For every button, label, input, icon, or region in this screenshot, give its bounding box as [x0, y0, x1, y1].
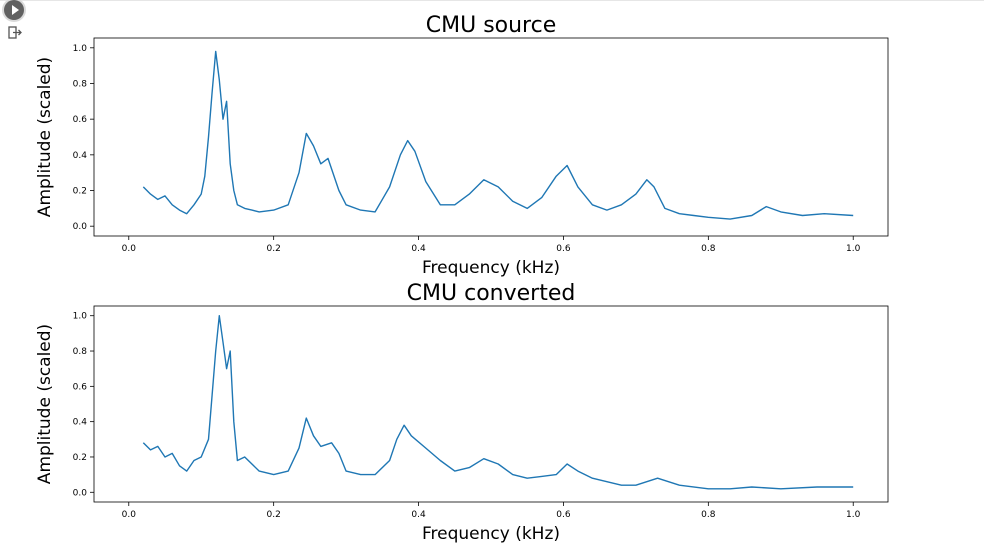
- chart-1: CMU source 0.0 0.2 0.4 0.6 0.8 1.0 0.0 0.2 0.4 0.6…: [35, 13, 889, 278]
- y-tick-label: 0.8: [73, 79, 88, 89]
- y-tick-label: 0.4: [73, 151, 88, 161]
- plot-frame: [93, 305, 889, 503]
- chart-2: CMU converted 0.0 0.2 0.4 0.6 0.8 1.0 0.0 0.2 0.4…: [35, 281, 889, 544]
- plot-frame: [93, 37, 889, 237]
- cell-top-divider: [0, 0, 984, 1]
- y-tick-label: 0.6: [73, 382, 88, 392]
- y-tick-label: 0.4: [73, 418, 88, 428]
- cell-output-figure: CMU source 0.0 0.2 0.4 0.6 0.8 1.0 0.0 0.2 0.4 0.6…: [35, 13, 889, 544]
- x-tick-label: 1.0: [846, 510, 861, 520]
- x-tick-label: 0.2: [267, 244, 281, 254]
- x-tick-label: 0.6: [556, 244, 571, 254]
- series-line: [142, 50, 854, 220]
- x-tick-label: 0.8: [701, 244, 716, 254]
- x-tick-label: 0.6: [556, 510, 571, 520]
- y-tick-label: 1.0: [73, 44, 88, 54]
- x-tick-label: 0.4: [411, 244, 426, 254]
- x-tick-label: 0.0: [122, 510, 137, 520]
- y-tick-label: 0.2: [73, 187, 87, 197]
- y-tick-label: 1.0: [73, 312, 88, 322]
- y-axis-label: Amplitude (scaled): [35, 57, 55, 217]
- y-tick-label: 0.8: [73, 347, 88, 357]
- output-exit-icon[interactable]: [8, 26, 22, 40]
- play-icon[interactable]: [4, 0, 24, 20]
- x-axis-label: Frequency (kHz): [422, 258, 560, 278]
- y-tick-label: 0.6: [73, 115, 88, 125]
- y-tick-label: 0.0: [73, 488, 88, 498]
- chart-title: CMU source: [426, 13, 557, 38]
- x-tick-label: 0.8: [701, 510, 716, 520]
- x-tick-label: 1.0: [846, 244, 861, 254]
- y-axis-label: Amplitude (scaled): [35, 324, 55, 484]
- x-axis-label: Frequency (kHz): [422, 524, 560, 544]
- chart-title: CMU converted: [407, 281, 576, 306]
- x-tick-label: 0.4: [411, 510, 426, 520]
- y-tick-label: 0.0: [73, 222, 88, 232]
- x-tick-label: 0.2: [267, 510, 281, 520]
- y-tick-label: 0.2: [73, 453, 87, 463]
- series-line: [142, 315, 854, 490]
- x-tick-label: 0.0: [122, 244, 137, 254]
